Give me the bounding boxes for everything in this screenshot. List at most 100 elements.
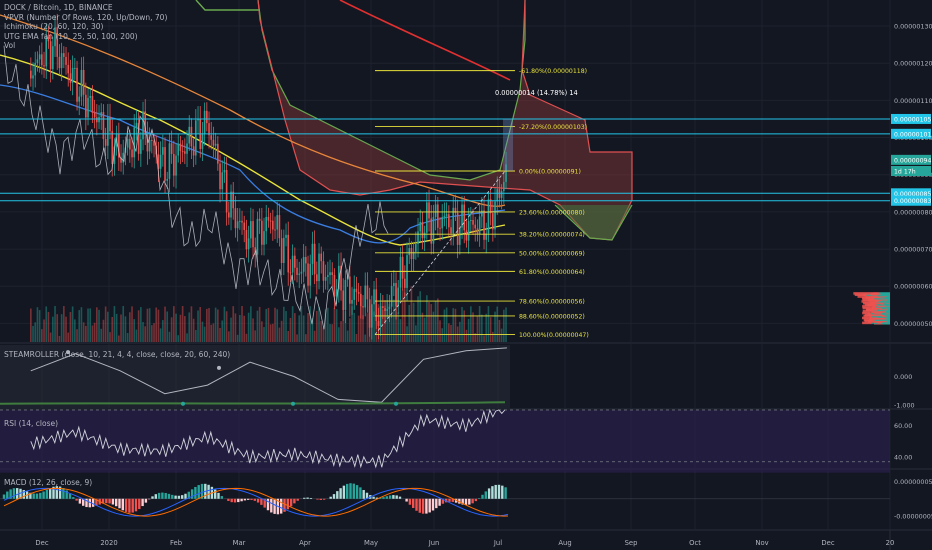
macd-histogram-bar xyxy=(497,484,501,499)
volume-bar xyxy=(34,322,37,342)
candle-body xyxy=(104,139,107,146)
candle-body xyxy=(333,275,336,297)
macd-histogram-bar xyxy=(355,485,359,499)
candle-body xyxy=(404,278,406,288)
macd-histogram-bar xyxy=(385,496,388,499)
volume-bar xyxy=(267,307,270,342)
steamroller-tick-label: 0.000 xyxy=(894,373,912,381)
ichimoku-segment xyxy=(195,0,260,11)
volume-bar xyxy=(309,306,312,342)
candle-body xyxy=(415,244,417,252)
candle-body xyxy=(399,256,402,288)
steamroller-signal-dot xyxy=(217,365,221,370)
volume-bar xyxy=(269,324,272,342)
steamroller-floor-line xyxy=(0,401,506,405)
macd-histogram-bar xyxy=(240,498,243,502)
price-tag-label: 0.00000105 xyxy=(894,116,931,123)
macd-histogram-bar xyxy=(266,498,270,511)
candle-body xyxy=(316,274,318,282)
candle-body xyxy=(217,143,219,164)
macd-histogram-bar xyxy=(352,483,355,499)
volume-bar xyxy=(342,306,345,342)
volume-bar xyxy=(223,306,226,342)
rsi-legend[interactable]: RSI (14, close) xyxy=(4,419,59,428)
volume-profile-bar-down xyxy=(864,319,885,323)
candle-body xyxy=(232,191,235,209)
candle-body xyxy=(170,143,173,154)
legend-vpvr[interactable]: VPVR (Number Of Rows, 120, Up/Down, 70) xyxy=(4,12,168,22)
fib-level-label: 38.20%(0.00000074) xyxy=(519,232,585,239)
volume-bar xyxy=(263,327,265,342)
volume-bar xyxy=(496,306,499,342)
candle-body xyxy=(210,135,213,140)
macd-histogram-bar xyxy=(157,492,161,499)
volume-bar xyxy=(41,329,43,342)
volume-bar xyxy=(245,333,248,342)
x-tick-label: May xyxy=(364,539,378,547)
volume-bar xyxy=(335,309,338,342)
macd-histogram-bar xyxy=(372,496,375,499)
macd-histogram-bar xyxy=(72,497,75,499)
x-tick-label: Feb xyxy=(170,539,182,547)
macd-histogram-bar xyxy=(286,498,289,510)
candle-body xyxy=(278,215,281,239)
macd-histogram-bar xyxy=(75,498,78,501)
macd-histogram-bar xyxy=(421,498,425,514)
volume-bar xyxy=(463,310,466,342)
ichimoku-lagging-span xyxy=(3,45,389,330)
candle-body xyxy=(289,272,292,274)
candle-body xyxy=(465,230,468,241)
candle-body xyxy=(261,220,263,245)
candle-body xyxy=(443,215,446,218)
price-tag xyxy=(891,188,931,199)
macd-histogram-bar xyxy=(260,498,263,505)
macd-histogram-bar xyxy=(174,495,177,499)
volume-bar xyxy=(441,328,444,342)
volume-bar xyxy=(474,333,477,342)
candle-body xyxy=(239,220,241,222)
macd-histogram-bar xyxy=(65,490,68,499)
candle-body xyxy=(252,221,254,248)
candle-body xyxy=(219,163,221,190)
volume-bar xyxy=(408,305,411,342)
macd-histogram-bar xyxy=(9,489,12,499)
candle-body xyxy=(267,216,270,221)
candle-body xyxy=(375,289,378,322)
fib-level-label: -27.20%(0.00000103) xyxy=(519,124,587,131)
macd-legend[interactable]: MACD (12, 26, close, 9) xyxy=(4,478,93,487)
candle-body xyxy=(335,289,338,297)
candle-body xyxy=(208,123,210,136)
steamroller-legend[interactable]: STEAMROLLER (close, 10, 21, 4, 4, close,… xyxy=(4,350,231,359)
volume-bar xyxy=(78,310,81,342)
volume-bar xyxy=(338,327,340,342)
macd-histogram-bar xyxy=(217,492,220,499)
candle-body xyxy=(419,221,422,232)
legend-ichimoku[interactable]: Ichimoku (20, 60, 120, 30) xyxy=(4,22,104,32)
volume-bar xyxy=(210,324,213,342)
volume-profile-bar-down xyxy=(869,317,876,321)
candle-body xyxy=(133,127,136,158)
candle-body xyxy=(349,276,351,304)
macd-histogram-bar xyxy=(45,489,49,499)
volume-bar xyxy=(349,318,351,342)
volume-bar xyxy=(452,308,455,342)
candle-body xyxy=(168,143,171,179)
macd-histogram-bar xyxy=(230,498,233,503)
volume-bar xyxy=(289,317,292,342)
volume-bar xyxy=(144,326,147,342)
x-tick-label: 2020 xyxy=(100,539,117,547)
legend-ema-fan[interactable]: UTG EMA fan (10, 25, 50, 100, 200) xyxy=(4,31,138,41)
volume-bar xyxy=(476,316,479,342)
macd-histogram-bar xyxy=(22,490,25,499)
candle-body xyxy=(254,247,257,255)
symbol-title[interactable]: DOCK / Bitcoin, 1D, BINANCE xyxy=(4,3,113,12)
volume-bar xyxy=(426,295,428,342)
volume-bar xyxy=(320,320,323,342)
legend-volume[interactable]: Vol xyxy=(4,41,16,51)
volume-bar xyxy=(256,310,259,342)
volume-bar xyxy=(503,309,505,342)
macd-histogram-bar xyxy=(220,496,223,499)
volume-bar xyxy=(122,306,125,342)
macd-histogram-bar xyxy=(154,494,157,499)
candle-body xyxy=(353,288,356,300)
